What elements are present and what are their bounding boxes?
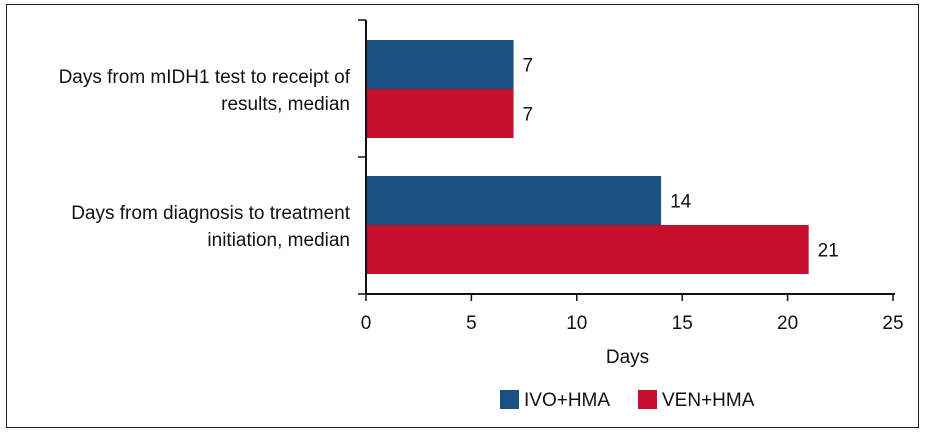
x-tick-label: 15 xyxy=(672,313,693,334)
legend-label: IVO+HMA xyxy=(524,390,610,411)
x-ticks-group: 0 5 10 15 20 25 xyxy=(361,294,904,334)
data-label: 21 xyxy=(818,241,839,262)
bar-ven-hma-1 xyxy=(366,225,809,274)
bar-ivo-hma-0 xyxy=(366,40,514,89)
category-labels-group: Days from mIDH1 test to receipt of result… xyxy=(59,67,351,251)
x-tick-label: 5 xyxy=(466,313,477,334)
x-tick-label: 0 xyxy=(361,313,372,334)
bars-group xyxy=(366,40,809,274)
legend-swatch xyxy=(500,390,519,409)
legend: IVO+HMA VEN+HMA xyxy=(500,390,755,411)
data-label: 14 xyxy=(670,192,692,213)
category-label: results, median xyxy=(221,94,350,115)
data-label: 7 xyxy=(523,56,534,77)
bar-ven-hma-0 xyxy=(366,89,514,138)
legend-label: VEN+HMA xyxy=(662,390,755,411)
category-label: initiation, median xyxy=(207,230,350,251)
bar-ivo-hma-1 xyxy=(366,176,662,225)
axes-group xyxy=(358,19,895,295)
category-label: Days from diagnosis to treatment xyxy=(71,203,351,224)
x-tick-label: 20 xyxy=(777,313,798,334)
legend-swatch xyxy=(638,390,657,409)
data-labels-group: 7 7 14 21 xyxy=(523,56,839,262)
data-label: 7 xyxy=(523,105,534,126)
x-tick-label: 25 xyxy=(882,313,903,334)
x-axis-title: Days xyxy=(606,347,649,368)
category-label: Days from mIDH1 test to receipt of xyxy=(59,67,351,88)
x-tick-label: 10 xyxy=(566,313,587,334)
